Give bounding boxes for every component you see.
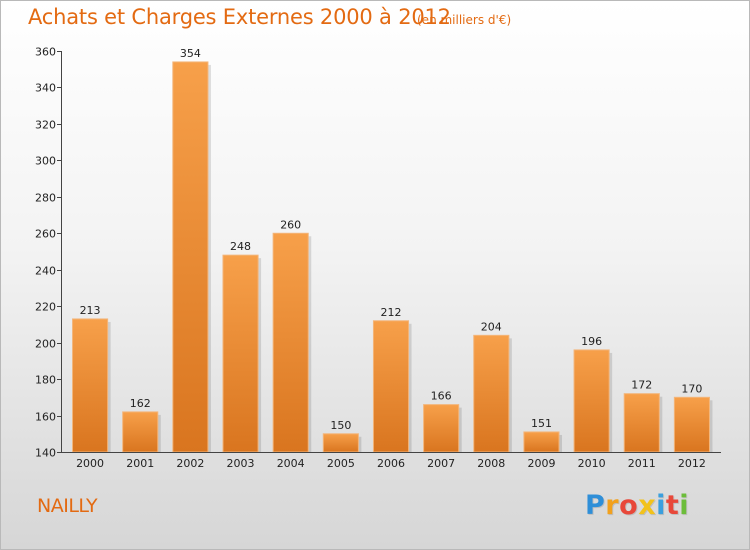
x-tick-label: 2005: [327, 457, 355, 470]
y-tick-label: 360: [35, 46, 56, 59]
proxiti-logo: Proxiti: [585, 490, 689, 521]
logo-letter: x: [638, 490, 657, 521]
bar-value-label: 354: [180, 47, 201, 60]
y-tick-label: 220: [35, 301, 56, 314]
x-tick-label: 2002: [176, 457, 204, 470]
x-tick-label: 2006: [377, 457, 405, 470]
bar: [222, 254, 259, 453]
bar-value-label: 172: [631, 379, 652, 392]
y-tick-label: 280: [35, 192, 56, 205]
logo-letter: i: [679, 490, 690, 521]
logo-letter: r: [605, 490, 620, 521]
bar: [673, 396, 710, 453]
bar: [473, 334, 510, 453]
y-tick-label: 180: [35, 374, 56, 387]
y-tick-label: 300: [35, 155, 56, 168]
bar: [372, 320, 410, 453]
bar: [172, 61, 209, 453]
bar: [623, 393, 660, 453]
bar-value-label: 162: [130, 397, 151, 410]
y-tick-label: 320: [35, 119, 56, 132]
y-tick-label: 160: [35, 411, 56, 424]
bar-value-label: 204: [481, 320, 502, 333]
bar-value-label: 170: [681, 382, 702, 395]
bar-value-label: 213: [80, 304, 101, 317]
x-tick-label: 2009: [527, 457, 555, 470]
x-tick-label: 2004: [277, 457, 305, 470]
x-tick-label: 2010: [578, 457, 606, 470]
bar-value-label: 151: [531, 417, 552, 430]
y-axis: 140 160 180 200 220 240 260 280 300 320 340 360: [35, 46, 62, 460]
x-tick-label: 2011: [628, 457, 656, 470]
bar: [322, 433, 359, 453]
logo-letter: P: [585, 490, 606, 521]
bar: [72, 318, 109, 453]
bar-value-label: 248: [230, 240, 251, 253]
logo-letter: t: [665, 490, 680, 521]
bar-value-label: 212: [381, 306, 402, 319]
bars: 213 162 354 248 260 150 212 166 204 151 196 172 170: [72, 47, 713, 453]
x-tick-label: 2003: [227, 457, 255, 470]
place-name: NAILLY: [37, 495, 98, 517]
y-tick-label: 140: [35, 447, 56, 460]
bar-value-label: 150: [330, 419, 351, 432]
logo-letter: o: [619, 490, 639, 521]
y-tick-label: 240: [35, 265, 56, 278]
x-tick-label: 2008: [477, 457, 505, 470]
logo-letter: i: [656, 490, 666, 521]
y-tick-label: 200: [35, 338, 56, 351]
bar: [523, 431, 560, 453]
bar: [423, 404, 460, 453]
chart-subtitle: (en milliers d'€): [417, 13, 512, 27]
y-tick-label: 340: [35, 82, 56, 95]
y-tick-label: 260: [35, 228, 56, 241]
bar-value-label: 196: [581, 335, 602, 348]
bar: [573, 349, 610, 453]
bar-value-label: 166: [431, 390, 452, 403]
chart-title: Achats et Charges Externes 2000 à 2012: [28, 5, 451, 29]
bar-value-label: 260: [280, 218, 301, 231]
x-tick-label: 2000: [76, 457, 104, 470]
x-tick-label: 2001: [126, 457, 154, 470]
x-axis: 2000 2001 2002 2003 2004 2005 2006 2007 2008 2009…: [61, 452, 721, 470]
bar: [272, 232, 309, 453]
bar: [122, 411, 159, 453]
x-tick-label: 2012: [678, 457, 706, 470]
x-tick-label: 2007: [427, 457, 455, 470]
